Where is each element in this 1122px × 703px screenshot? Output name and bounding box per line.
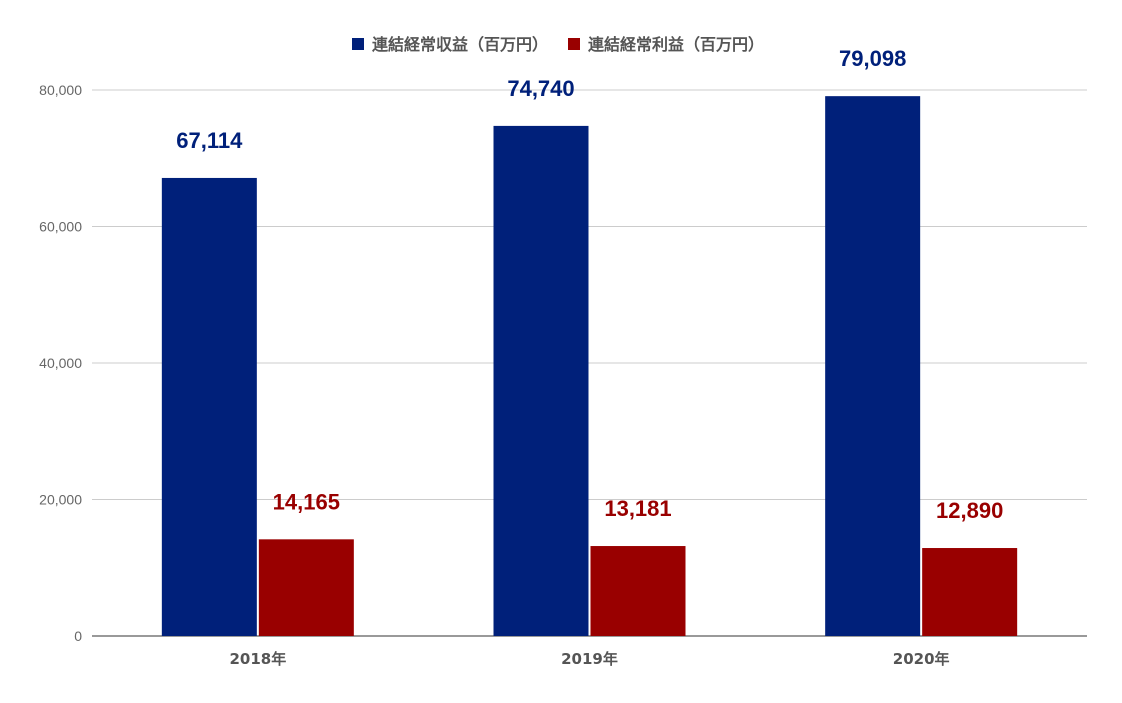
y-axis-ticks: 0 20,000 40,000 60,000 80,000 bbox=[39, 82, 82, 644]
y-tick-label: 0 bbox=[74, 628, 82, 644]
legend-swatch-profit bbox=[568, 38, 580, 50]
legend: 連結経常収益（百万円） 連結経常利益（百万円） bbox=[352, 35, 764, 54]
x-tick-label: 2019年 bbox=[561, 650, 618, 668]
data-label-revenue: 67,114 bbox=[176, 128, 243, 153]
x-tick-label: 2020年 bbox=[893, 650, 950, 668]
bar-profit bbox=[590, 546, 686, 636]
data-label-profit: 12,890 bbox=[936, 498, 1003, 523]
legend-swatch-revenue bbox=[352, 38, 364, 50]
y-tick-label: 40,000 bbox=[39, 355, 82, 371]
x-tick-label: 2018年 bbox=[229, 650, 286, 668]
x-axis-ticks: 2018年 2019年 2020年 bbox=[229, 650, 949, 668]
bar-profit bbox=[258, 539, 354, 636]
legend-label-profit: 連結経常利益（百万円） bbox=[588, 35, 764, 54]
bar-profit bbox=[922, 548, 1018, 636]
data-label-revenue: 79,098 bbox=[839, 46, 906, 71]
bars bbox=[161, 96, 1018, 637]
data-label-revenue: 74,740 bbox=[507, 76, 574, 101]
bar-revenue bbox=[493, 125, 589, 636]
y-tick-label: 20,000 bbox=[39, 492, 82, 508]
legend-label-revenue: 連結経常収益（百万円） bbox=[372, 35, 548, 54]
y-tick-label: 60,000 bbox=[39, 219, 82, 235]
data-labels: 67,114 14,165 74,740 13,181 79,098 12,890 bbox=[176, 46, 1003, 523]
bar-revenue bbox=[161, 177, 257, 636]
y-tick-label: 80,000 bbox=[39, 82, 82, 98]
gridlines bbox=[92, 89, 1087, 637]
data-label-profit: 14,165 bbox=[273, 489, 340, 514]
data-label-profit: 13,181 bbox=[604, 496, 671, 521]
bar-revenue bbox=[825, 96, 921, 637]
